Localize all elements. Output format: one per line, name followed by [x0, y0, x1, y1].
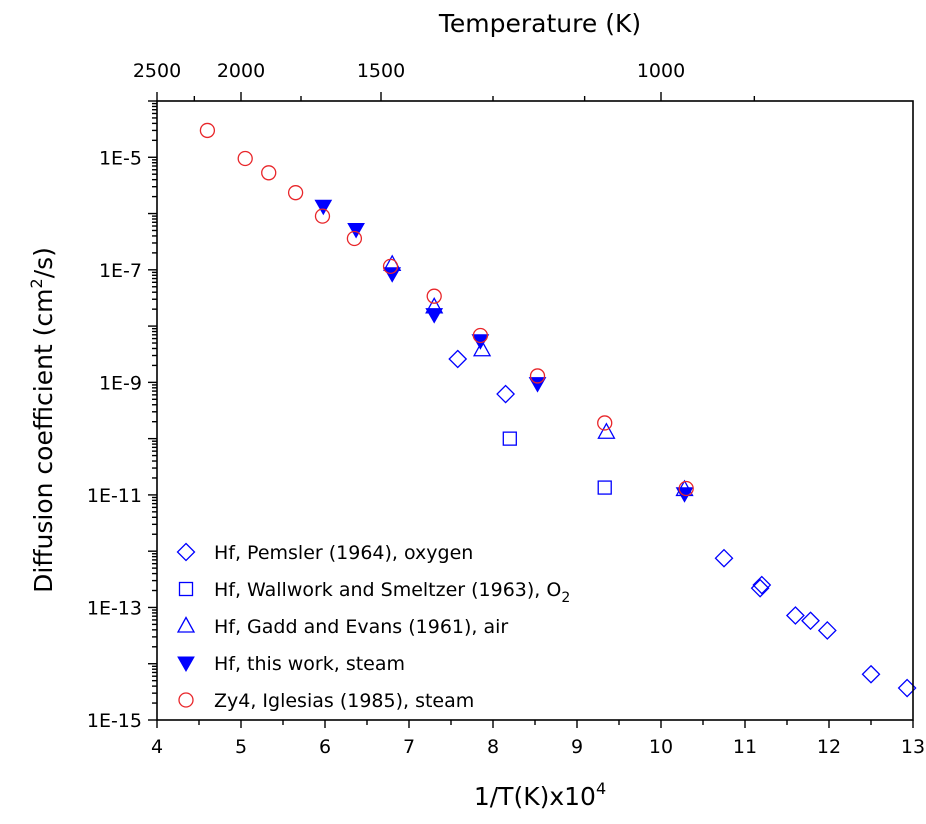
legend-entry-label: Hf, Wallwork and Smeltzer (1963), O2 — [214, 579, 570, 606]
legend-entry-label: Hf, this work, steam — [214, 653, 405, 675]
legend: Hf, Pemsler (1964), oxygen Hf, Wallwork a… — [176, 542, 570, 712]
diamond-marker — [801, 611, 820, 631]
x-tick-label: 9 — [571, 736, 583, 758]
y-axis-title: Diffusion coefficient (cm2/s) — [27, 247, 58, 593]
diamond-marker — [752, 575, 772, 595]
legend-entry-label: Zy4, Iglesias (1985), steam — [214, 690, 474, 712]
triangle-down-marker — [347, 223, 365, 239]
triangle-up-marker — [597, 422, 616, 439]
y-tick-labels: 1E-15 1E-13 1E-11 1E-9 1E-7 1E-5 — [87, 147, 142, 732]
x-axis-title: 1/T(K)x104 — [474, 779, 606, 811]
triangle-down-marker — [425, 308, 444, 324]
series-2 — [383, 254, 694, 497]
legend-entry-label: Hf, Pemsler (1964), oxygen — [214, 542, 473, 564]
diamond-marker — [861, 664, 881, 684]
top-tick-label: 2500 — [133, 60, 181, 82]
circle-marker — [472, 327, 489, 344]
top-axis-title: Temperature (K) — [438, 9, 641, 38]
x-tick-label: 10 — [649, 736, 673, 758]
square-marker — [597, 480, 612, 495]
triangle-down-marker — [471, 334, 490, 350]
series-4 — [199, 122, 694, 497]
triangle-down-marker — [314, 199, 333, 216]
x-tick-label: 6 — [319, 736, 331, 758]
diamond-marker — [448, 349, 468, 369]
y-tick-label: 1E-15 — [87, 710, 142, 732]
diamond-marker — [496, 384, 516, 404]
circle-marker — [678, 480, 694, 497]
legend-entry-label: Hf, Gadd and Evans (1961), air — [214, 616, 508, 638]
y-tick-label: 1E-7 — [99, 260, 142, 282]
y-tick-label: 1E-11 — [87, 485, 142, 507]
y-tick-label: 1E-5 — [99, 147, 142, 169]
circle-marker — [178, 692, 194, 708]
diamond-marker — [817, 621, 837, 640]
top-tick-label: 1500 — [357, 60, 405, 82]
x-tick-label: 7 — [403, 736, 415, 758]
x-tick-label: 11 — [733, 736, 757, 758]
circle-marker — [287, 185, 304, 201]
circle-marker — [529, 368, 546, 384]
x-tick-label: 13 — [901, 736, 925, 758]
top-tick-label: 1000 — [637, 60, 685, 82]
x-tick-label: 12 — [817, 736, 841, 758]
top-tick-label: 2000 — [217, 60, 265, 82]
x-tick-label: 4 — [151, 736, 163, 758]
square-marker — [178, 581, 194, 597]
top-tick-labels: 2500 2000 1500 1000 — [133, 60, 685, 82]
diamond-marker — [750, 578, 770, 598]
y-tick-label: 1E-13 — [87, 597, 142, 619]
plot-frame — [156, 100, 914, 721]
minor-ticks — [152, 96, 872, 725]
x-tick-label: 8 — [487, 736, 499, 758]
circle-marker — [314, 208, 331, 224]
circle-marker — [382, 258, 399, 275]
diamond-marker — [714, 548, 734, 568]
circle-marker — [597, 415, 613, 431]
data-points — [199, 122, 917, 698]
y-tick-label: 1E-9 — [99, 372, 142, 394]
triangle-up-marker — [472, 339, 492, 357]
triangle-down-marker — [383, 267, 402, 283]
circle-marker — [261, 165, 277, 181]
x-tick-label: 5 — [235, 736, 247, 758]
series-3 — [314, 199, 694, 503]
triangle-down-marker — [177, 656, 195, 673]
x-tick-labels: 4 5 6 7 8 9 10 11 12 13 — [151, 736, 925, 758]
series-1 — [502, 431, 612, 495]
circle-marker — [346, 230, 363, 247]
axis-ticks — [148, 92, 914, 728]
series-0 — [448, 349, 917, 698]
triangle-up-marker — [176, 616, 196, 633]
circle-marker — [199, 122, 216, 139]
circle-marker — [426, 288, 442, 304]
square-marker — [502, 431, 517, 446]
diamond-marker — [785, 606, 805, 625]
diamond-marker — [176, 542, 196, 562]
circle-marker — [237, 150, 253, 167]
